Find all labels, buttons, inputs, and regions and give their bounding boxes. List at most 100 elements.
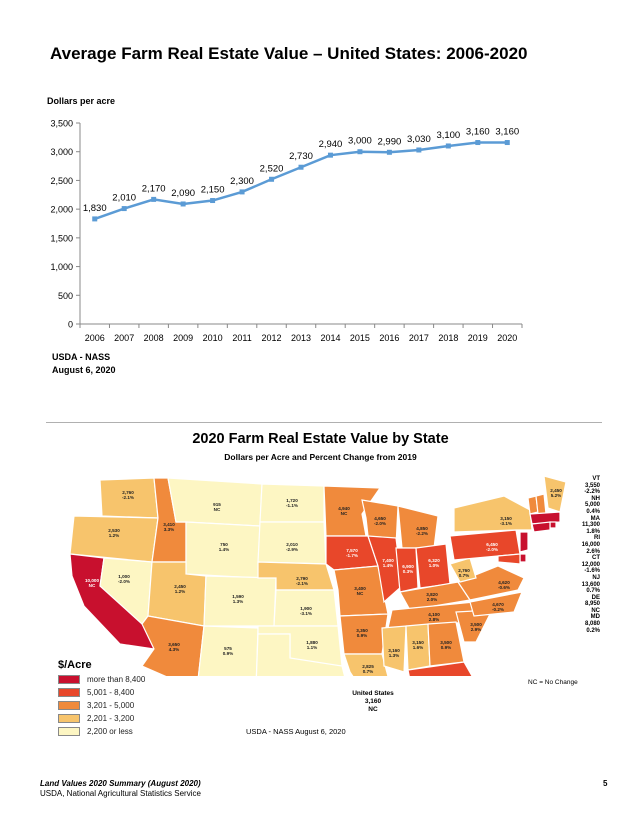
legend-item: 2,201 - 3,200: [58, 713, 134, 724]
state-change-ga: 0.9%: [441, 645, 451, 650]
state-change-la: 0.7%: [363, 669, 373, 674]
x-tick-label: 2014: [320, 333, 340, 343]
state-value-nm: 575: [224, 646, 232, 651]
state-value-co: 1,590: [232, 594, 244, 599]
y-tick-label: 3,500: [50, 119, 73, 129]
data-point: [180, 201, 186, 207]
state-value-al: 3,150: [412, 640, 424, 645]
ne-label-ri-change: 2.6%: [586, 548, 600, 555]
ne-label-de-change: NC: [591, 607, 600, 614]
state-md: [497, 553, 521, 565]
state-value-oh: 6,320: [428, 558, 440, 563]
state-value-ks: 1,900: [300, 606, 312, 611]
y-tick-label: 1,500: [50, 233, 73, 243]
state-il: [367, 535, 403, 604]
x-tick-label: 2017: [409, 333, 429, 343]
state-change-in: 0.3%: [403, 569, 413, 574]
state-value-tn: 4,100: [428, 612, 440, 617]
data-label: 2,990: [378, 136, 402, 147]
ne-label-de-name: DE: [591, 594, 600, 601]
state-value-in: 6,900: [402, 564, 414, 569]
page-number: 5: [603, 779, 608, 788]
state-change-ks: -3.1%: [300, 611, 312, 616]
data-point: [298, 164, 304, 170]
state-value-az: 3,650: [168, 642, 180, 647]
ne-label-ma-change: 1.8%: [586, 528, 600, 535]
state-value-sd: 2,010: [286, 542, 298, 547]
data-point: [416, 147, 422, 153]
legend-title: $/Acre: [58, 659, 92, 671]
state-value-ga: 3,500: [440, 640, 452, 645]
ne-label-ct-change: -1.6%: [584, 568, 600, 575]
state-change-nc: -0.2%: [492, 607, 504, 612]
data-point: [504, 140, 510, 146]
legend-label: more than 8,400: [87, 675, 146, 684]
ne-label-vt-change: -2.2%: [584, 489, 600, 496]
data-label: 3,100: [436, 130, 460, 141]
data-point: [121, 206, 127, 212]
us-change: NC: [368, 706, 378, 713]
state-ny: [453, 495, 533, 533]
state-mn: [323, 485, 382, 537]
northeast-labels: VT 3,550 -2.2% NH 5,000 0.4% MA 11,300 1.8% RI 16,…: [510, 476, 600, 634]
state-value-me: 2,450: [550, 488, 562, 493]
state-value-ar: 3,350: [356, 628, 368, 633]
state-change-sc: 2.9%: [471, 627, 481, 632]
state-change-wy: 1.4%: [219, 547, 229, 552]
state-nj: [519, 531, 529, 553]
us-total-label: United States 3,160 NC: [330, 690, 416, 714]
state-value-wv: 2,760: [458, 568, 470, 573]
ne-label-md-name: MD: [590, 614, 600, 621]
state-in: [395, 547, 419, 593]
state-change-wv: 0.7%: [459, 573, 469, 578]
y-tick-label: 0: [68, 320, 73, 330]
ne-label-ct-value: 12,000: [581, 561, 600, 568]
state-change-pa: -2.0%: [486, 547, 498, 552]
state-va: [457, 565, 525, 601]
state-value-wy: 750: [220, 542, 228, 547]
legend-item: more than 8,400: [58, 674, 145, 685]
state-value-il: 7,400: [382, 558, 394, 563]
state-change-ar: 0.9%: [357, 633, 367, 638]
state-change-wa: -2.1%: [122, 495, 134, 500]
state-value-nc: 4,670: [492, 602, 504, 607]
legend-item: 3,201 - 5,000: [58, 700, 134, 711]
state-value-ok: 1,880: [306, 640, 318, 645]
y-tick-label: 3,000: [50, 147, 73, 157]
x-tick-label: 2012: [262, 333, 282, 343]
state-value-nv: 1,000: [118, 574, 130, 579]
no-change-note: NC = No Change: [528, 679, 578, 686]
us-value: 3,160: [364, 698, 382, 705]
legend-swatch: [58, 701, 80, 710]
state-value-ca: 10,000: [85, 578, 99, 583]
x-tick-label: 2019: [468, 333, 488, 343]
ne-label-ri-value: 16,000: [581, 541, 600, 548]
y-tick-label: 500: [58, 291, 73, 301]
state-ms: [381, 625, 407, 673]
ne-label-md-value: 8,080: [584, 621, 600, 628]
state-value-ne: 2,790: [296, 576, 308, 581]
x-tick-label: 2009: [173, 333, 193, 343]
x-tick-label: 2018: [438, 333, 458, 343]
data-point: [386, 149, 392, 155]
state-value-nd: 1,720: [286, 498, 298, 503]
ne-label-vt-name: VT: [592, 476, 600, 482]
data-point: [327, 152, 333, 158]
state-change-wi: -2.0%: [374, 521, 386, 526]
ne-label-ma-name: MA: [590, 515, 600, 522]
x-tick-label: 2006: [85, 333, 105, 343]
data-label: 2,090: [171, 188, 195, 199]
map-subtitle: Dollars per Acre and Percent Change from…: [224, 452, 417, 462]
state-value-mt: 915: [213, 502, 221, 507]
data-point: [151, 196, 157, 202]
data-point: [357, 149, 363, 155]
state-value-la: 2,825: [362, 664, 374, 669]
state-ct: [531, 521, 551, 533]
data-label: 2,940: [319, 139, 343, 150]
x-tick-label: 2011: [232, 333, 251, 343]
data-label: 3,030: [407, 134, 431, 145]
footer-agency: USDA, National Agricultural Statistics S…: [40, 789, 201, 798]
state-value-id: 3,410: [163, 522, 175, 527]
state-change-mo: NC: [357, 591, 364, 596]
y-axis-label: Dollars per acre: [47, 96, 115, 106]
